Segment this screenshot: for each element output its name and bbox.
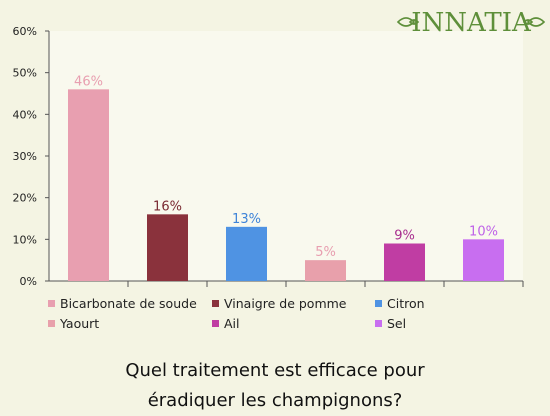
- y-tick-label: 0%: [20, 275, 37, 288]
- bar: [305, 260, 346, 281]
- bar-value-label: 10%: [469, 224, 498, 239]
- bar: [463, 239, 504, 281]
- legend-swatch: [375, 300, 382, 307]
- bar: [147, 214, 188, 281]
- legend-item: Yaourt: [48, 316, 99, 331]
- bar-value-label: 9%: [394, 229, 415, 244]
- legend-label: Citron: [387, 296, 425, 311]
- y-tick-label: 20%: [13, 192, 37, 205]
- plot-area: [49, 31, 523, 281]
- legend-item: Vinaigre de pomme: [212, 296, 347, 311]
- y-tick-label: 60%: [13, 25, 37, 38]
- y-tick-label: 50%: [13, 67, 37, 80]
- legend-label: Sel: [387, 316, 407, 331]
- bar-value-label: 13%: [232, 212, 261, 227]
- legend-swatch: [212, 300, 219, 307]
- bar-value-label: 16%: [153, 199, 182, 214]
- bar: [384, 243, 425, 281]
- legend-label: Yaourt: [60, 316, 100, 331]
- logo-text: INNATIA: [411, 8, 532, 38]
- legend-item: Bicarbonate de soude: [48, 296, 197, 311]
- legend-label: Bicarbonate de soude: [60, 296, 197, 311]
- legend-swatch: [48, 300, 55, 307]
- legend-item: Ail: [212, 316, 240, 331]
- legend-item: Sel: [375, 316, 406, 331]
- innatia-logo: INNATIA: [396, 8, 546, 38]
- legend-swatch: [375, 320, 382, 327]
- leaf-left-icon: [396, 17, 420, 27]
- legend-swatch: [212, 320, 219, 327]
- bar: [226, 226, 267, 281]
- chart-legend: Bicarbonate de soude Vinaigre de pomme C…: [48, 294, 468, 338]
- leaf-right-icon: [522, 17, 546, 27]
- y-tick-label: 30%: [13, 150, 37, 163]
- legend-item: Citron: [375, 296, 425, 311]
- bar-value-label: 5%: [315, 245, 336, 260]
- legend-label: Vinaigre de pomme: [224, 296, 347, 311]
- legend-swatch: [48, 320, 55, 327]
- chart-question: Quel traitement est efficace pour éradiq…: [0, 356, 550, 416]
- y-tick-label: 10%: [13, 233, 37, 246]
- legend-label: Ail: [224, 316, 240, 331]
- bar: [68, 89, 109, 281]
- question-line-1: Quel traitement est efficace pour: [125, 360, 425, 381]
- question-line-2: éradiquer les champignons?: [147, 390, 403, 411]
- bar-value-label: 46%: [74, 74, 103, 89]
- y-tick-label: 40%: [13, 108, 37, 121]
